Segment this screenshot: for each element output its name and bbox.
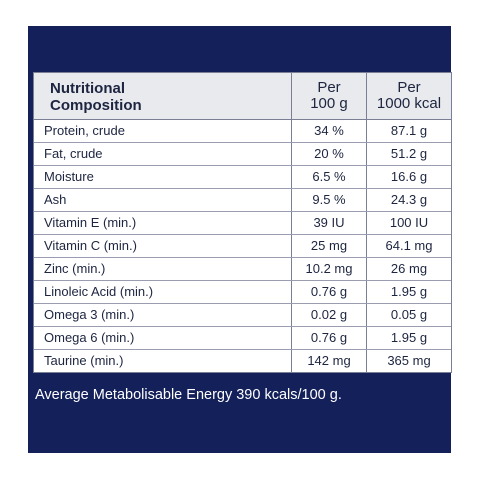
table-row: Moisture 6.5 % 16.6 g bbox=[34, 166, 451, 189]
nutrient-name: Omega 3 (min.) bbox=[34, 304, 292, 326]
value-per-100g: 20 % bbox=[292, 143, 367, 165]
header-per-1000kcal-line1: Per bbox=[397, 79, 421, 96]
value-per-1000kcal: 365 mg bbox=[387, 353, 431, 368]
table-row: Protein, crude 34 % 87.1 g bbox=[34, 120, 451, 143]
nutrient-name: Zinc (min.) bbox=[34, 258, 292, 280]
nutrient-name: Vitamin E (min.) bbox=[34, 212, 292, 234]
value-per-1000kcal: 87.1 g bbox=[390, 123, 428, 138]
value-per-1000kcal: 16.6 g bbox=[390, 169, 428, 184]
table-row: Vitamin E (min.) 39 IU 100 IU bbox=[34, 212, 451, 235]
value-per-1000kcal: 0.05 g bbox=[390, 307, 428, 322]
table-header: Nutritional Composition Per 100 g Per 10… bbox=[34, 73, 451, 120]
value-per-100g: 6.5 % bbox=[292, 166, 367, 188]
nutrient-name: Fat, crude bbox=[34, 143, 292, 165]
table-row: Zinc (min.) 10.2 mg 26 mg bbox=[34, 258, 451, 281]
table-row: Omega 3 (min.) 0.02 g 0.05 g bbox=[34, 304, 451, 327]
value-per-100g: 10.2 mg bbox=[292, 258, 367, 280]
value-per-100g: 142 mg bbox=[292, 350, 367, 372]
table-row: Linoleic Acid (min.) 0.76 g 1.95 g bbox=[34, 281, 451, 304]
value-per-100g: 34 % bbox=[292, 120, 367, 142]
header-composition-line2: Composition bbox=[50, 97, 142, 114]
table-row: Taurine (min.) 142 mg 365 mg bbox=[34, 350, 451, 372]
nutrient-name: Protein, crude bbox=[34, 120, 292, 142]
table-row: Omega 6 (min.) 0.76 g 1.95 g bbox=[34, 327, 451, 350]
value-per-100g: 0.02 g bbox=[292, 304, 367, 326]
value-per-100g: 39 IU bbox=[292, 212, 367, 234]
value-per-1000kcal: 51.2 g bbox=[390, 146, 428, 161]
nutrient-name: Moisture bbox=[34, 166, 292, 188]
value-per-1000kcal: 64.1 mg bbox=[385, 238, 433, 253]
table-row: Fat, crude 20 % 51.2 g bbox=[34, 143, 451, 166]
nutrient-name: Linoleic Acid (min.) bbox=[34, 281, 292, 303]
value-per-1000kcal: 1.95 g bbox=[390, 330, 428, 345]
value-per-1000kcal: 24.3 g bbox=[390, 192, 428, 207]
header-composition-line1: Nutritional bbox=[50, 80, 125, 97]
nutrient-name: Ash bbox=[34, 189, 292, 211]
table-row: Ash 9.5 % 24.3 g bbox=[34, 189, 451, 212]
value-per-100g: 0.76 g bbox=[292, 327, 367, 349]
header-per-1000kcal-line2: 1000 kcal bbox=[376, 95, 442, 112]
header-composition: Nutritional Composition bbox=[34, 73, 292, 119]
value-per-100g: 0.76 g bbox=[292, 281, 367, 303]
value-per-1000kcal: 26 mg bbox=[390, 261, 428, 276]
nutrient-name: Taurine (min.) bbox=[34, 350, 292, 372]
value-per-1000kcal: 1.95 g bbox=[390, 284, 428, 299]
header-per-100g-line2: 100 g bbox=[310, 95, 348, 112]
nutrition-table: Nutritional Composition Per 100 g Per 10… bbox=[33, 72, 452, 373]
value-per-100g: 9.5 % bbox=[292, 189, 367, 211]
value-per-100g: 25 mg bbox=[292, 235, 367, 257]
header-per-1000kcal: Per 1000 kcal bbox=[367, 73, 451, 119]
header-per-100g: Per 100 g bbox=[292, 73, 367, 119]
table-row: Vitamin C (min.) 25 mg 64.1 mg bbox=[34, 235, 451, 258]
nutrient-name: Omega 6 (min.) bbox=[34, 327, 292, 349]
nutrient-name: Vitamin C (min.) bbox=[34, 235, 292, 257]
value-per-1000kcal: 100 IU bbox=[389, 215, 429, 230]
energy-footnote: Average Metabolisable Energy 390 kcals/1… bbox=[35, 387, 342, 403]
header-per-100g-line1: Per bbox=[317, 79, 341, 96]
